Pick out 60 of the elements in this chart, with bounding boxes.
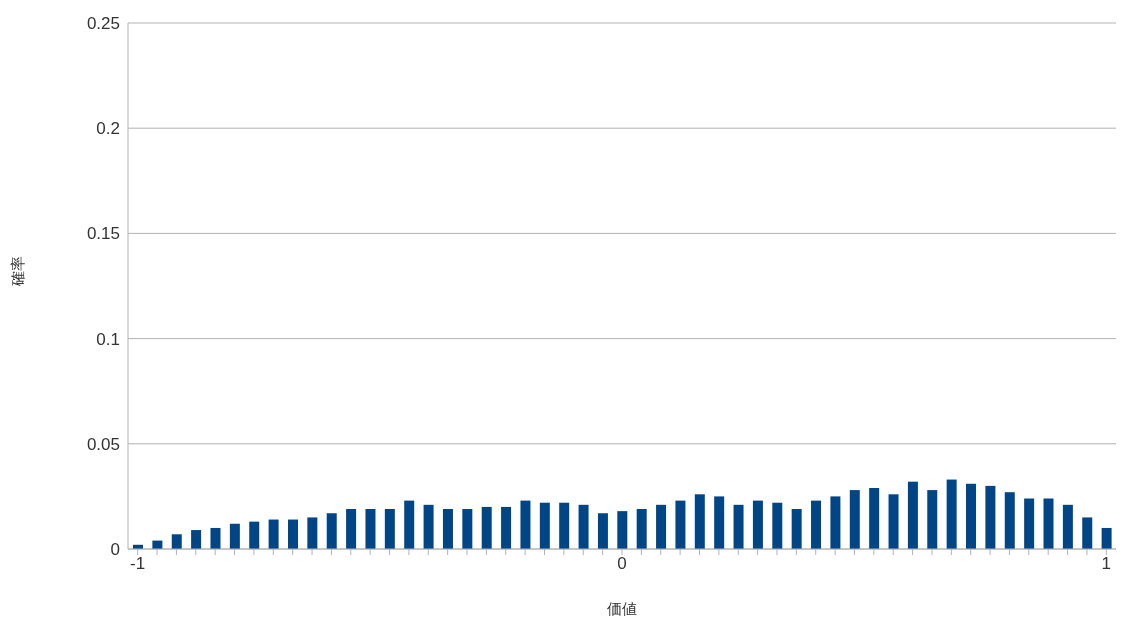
- bar: [656, 504, 667, 549]
- bar: [772, 502, 783, 549]
- bar: [636, 509, 647, 549]
- bar: [404, 500, 415, 549]
- bar: [752, 500, 763, 549]
- y-tick-label: 0.25: [86, 14, 120, 34]
- bar: [365, 509, 376, 549]
- bar: [384, 509, 395, 549]
- bar: [694, 494, 705, 549]
- bar: [1062, 504, 1073, 549]
- x-tick-label: -1: [130, 554, 146, 574]
- bar: [268, 519, 279, 549]
- y-tick-label: 0: [110, 540, 120, 560]
- bar: [578, 504, 589, 549]
- y-tick-label: 0.1: [96, 329, 120, 349]
- bar: [1101, 527, 1112, 549]
- bar: [907, 481, 918, 549]
- bar: [791, 509, 802, 549]
- bar: [229, 523, 240, 549]
- bar: [888, 494, 899, 549]
- bar: [539, 502, 550, 549]
- bar: [714, 496, 725, 549]
- bar: [481, 506, 492, 549]
- x-tick-label: 1: [1101, 554, 1112, 574]
- bar: [966, 483, 977, 549]
- bar: [1024, 498, 1035, 549]
- bar: [462, 509, 473, 549]
- bar: [849, 490, 860, 549]
- bar: [597, 513, 608, 549]
- y-axis-title: 確率: [9, 256, 27, 287]
- bar: [307, 517, 318, 549]
- y-tick-label: 0.05: [86, 434, 120, 454]
- bar: [520, 500, 531, 549]
- bar: [210, 527, 221, 549]
- bar: [985, 485, 996, 549]
- x-axis-title: 価値: [607, 600, 637, 617]
- bar: [501, 506, 512, 549]
- x-tick-label: 0: [617, 554, 627, 574]
- bar: [1082, 517, 1093, 549]
- bar: [249, 521, 260, 549]
- bar: [423, 504, 434, 549]
- bar: [326, 513, 337, 549]
- bar: [617, 511, 628, 549]
- bar: [559, 502, 570, 549]
- bar: [191, 530, 202, 549]
- y-tick-label: 0.15: [86, 224, 120, 244]
- bar: [946, 479, 957, 549]
- bar: [442, 509, 453, 549]
- bar: [675, 500, 686, 549]
- y-tick-label: 0.2: [96, 119, 120, 139]
- bar: [1004, 492, 1015, 549]
- bar: [733, 504, 744, 549]
- bar: [346, 509, 357, 549]
- bar: [811, 500, 822, 549]
- bar: [171, 534, 182, 549]
- bar: [869, 487, 880, 549]
- bar: [927, 490, 938, 549]
- bar: [1043, 498, 1054, 549]
- bar: [830, 496, 841, 549]
- bar: [287, 519, 298, 549]
